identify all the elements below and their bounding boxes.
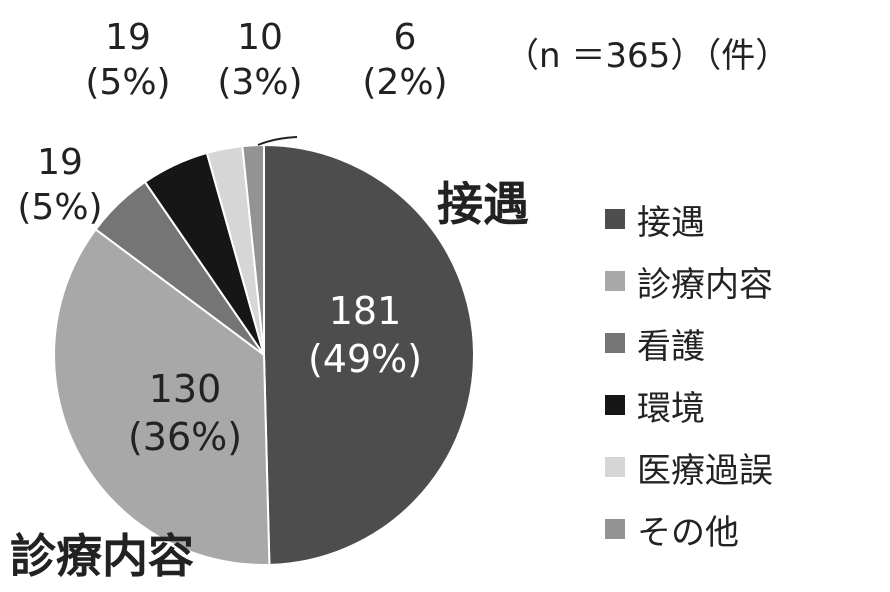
legend-swatch xyxy=(605,333,625,353)
data-label-1: 181 (49%) xyxy=(280,288,450,383)
data-label-percent: (2%) xyxy=(362,62,448,103)
leader-line-other xyxy=(257,136,298,146)
pie-slice-2 xyxy=(53,227,271,566)
legend-item: 診療内容 xyxy=(605,250,773,312)
legend-item: 医療過誤 xyxy=(605,436,773,498)
data-label-4: 19 (5%) xyxy=(63,15,193,105)
legend-swatch xyxy=(605,209,625,229)
data-label-percent: (5%) xyxy=(17,187,103,228)
legend-swatch xyxy=(605,395,625,415)
data-label-2: 130 (36%) xyxy=(100,366,270,461)
legend-label: 看護 xyxy=(637,326,705,367)
sample-size-note: （n ＝365）（件） xyxy=(505,36,790,76)
legend-label: 環境 xyxy=(637,388,705,429)
data-label-5: 10 (3%) xyxy=(195,15,325,105)
data-label-value: 19 xyxy=(105,17,151,58)
legend-swatch xyxy=(605,271,625,291)
data-label-percent: (5%) xyxy=(85,62,171,103)
data-label-percent: (36%) xyxy=(127,414,243,459)
legend-item: その他 xyxy=(605,498,773,560)
pie-slices xyxy=(53,143,475,566)
callout-label-2: 診療内容 xyxy=(10,529,194,583)
data-label-value: 6 xyxy=(393,17,417,58)
legend-swatch xyxy=(605,457,625,477)
legend-label: 診療内容 xyxy=(637,264,773,305)
legend-item: 接遇 xyxy=(605,188,773,250)
data-label-value: 10 xyxy=(237,17,283,58)
legend-label: 医療過誤 xyxy=(637,450,773,491)
legend: 接遇 診療内容 看護 環境 医療過誤 その他 xyxy=(605,188,773,560)
data-label-value: 130 xyxy=(148,367,222,411)
callout-label-1: 接遇 xyxy=(437,177,529,231)
data-label-6: 6 (2%) xyxy=(340,15,470,105)
legend-label: 接遇 xyxy=(637,202,705,243)
pie-slice-1 xyxy=(263,143,475,566)
legend-swatch xyxy=(605,519,625,539)
data-label-value: 19 xyxy=(37,142,83,183)
data-label-3: 19 (5%) xyxy=(5,140,115,230)
data-label-percent: (3%) xyxy=(217,62,303,103)
data-label-percent: (49%) xyxy=(307,336,423,381)
legend-item: 看護 xyxy=(605,312,773,374)
pie-slice-6 xyxy=(241,143,265,356)
legend-item: 環境 xyxy=(605,374,773,436)
data-label-value: 181 xyxy=(328,289,402,333)
legend-label: その他 xyxy=(637,512,739,553)
